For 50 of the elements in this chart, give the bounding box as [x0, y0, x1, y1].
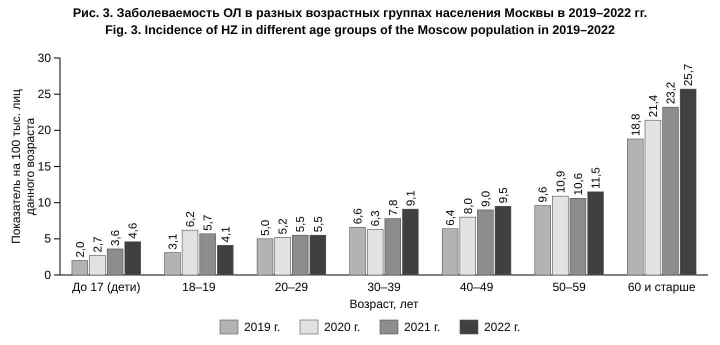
data-label: 9,1 — [405, 190, 418, 206]
legend-label: 2022 г. — [484, 320, 520, 334]
x-tick-label: 50–59 — [552, 280, 586, 294]
data-label: 4,1 — [220, 226, 232, 242]
data-label: 10,9 — [555, 170, 568, 194]
chart-title: Рис. 3. Заболеваемость ОЛ в разных возрастных группах населения Москвы в 2019–2022 гг. — [72, 6, 648, 20]
legend-label: 2019 г. — [244, 320, 280, 334]
data-label: 23,2 — [666, 82, 678, 104]
data-label: 2,0 — [74, 242, 87, 258]
x-axis-title: Возраст, лет — [350, 297, 420, 311]
data-label: 5,5 — [295, 216, 308, 232]
legend-label: 2021 г. — [404, 320, 440, 334]
data-label: 9,0 — [480, 190, 492, 207]
data-label: 3,6 — [110, 230, 122, 246]
y-tick-label: 30 — [38, 50, 52, 65]
x-tick-label: 60 и старше — [628, 280, 696, 294]
y-tick-label: 20 — [38, 123, 52, 138]
data-label: 6,3 — [370, 210, 382, 226]
data-label: 11,5 — [590, 167, 603, 189]
data-label: 9,5 — [498, 187, 510, 204]
y-tick-label: 25 — [38, 87, 52, 102]
data-label: 10,6 — [572, 172, 585, 196]
x-tick-label: 18–19 — [182, 280, 216, 294]
data-label: 18,8 — [630, 114, 642, 136]
data-label: 3,1 — [167, 234, 180, 250]
data-label: 5,0 — [260, 220, 272, 236]
data-label: 25,7 — [683, 64, 696, 86]
y-tick-label: 15 — [38, 159, 52, 174]
data-label: 8,0 — [462, 198, 475, 214]
chart-subtitle: Fig. 3. Incidence of HZ in different age groups of the Moscow population in 2019–2022 — [105, 23, 615, 37]
data-label: 4,6 — [128, 222, 140, 239]
y-tick-label: 10 — [38, 196, 52, 210]
data-label: 5,7 — [202, 214, 215, 231]
data-label: 5,2 — [278, 218, 290, 234]
legend-label: 2020 г. — [324, 320, 360, 334]
data-label: 5,5 — [312, 216, 325, 232]
x-tick-label: 30–39 — [367, 280, 402, 294]
y-axis-title: Показатель на 100 тыс. лиц данного возраста — [9, 88, 37, 244]
data-label: 6,2 — [185, 211, 198, 228]
x-tick-label: 20–29 — [274, 280, 308, 294]
data-label: 6,4 — [445, 209, 458, 226]
y-tick-label: 5 — [44, 232, 52, 246]
x-tick-label: До 17 (дети) — [72, 280, 140, 294]
data-label: 21,4 — [648, 94, 660, 118]
data-label: 9,6 — [538, 186, 550, 203]
data-label: 2,7 — [92, 236, 104, 252]
y-tick-label: 0 — [44, 268, 52, 282]
x-tick-label: 40–49 — [460, 280, 494, 294]
data-label: 7,8 — [388, 200, 400, 216]
data-label: 6,6 — [352, 208, 365, 224]
